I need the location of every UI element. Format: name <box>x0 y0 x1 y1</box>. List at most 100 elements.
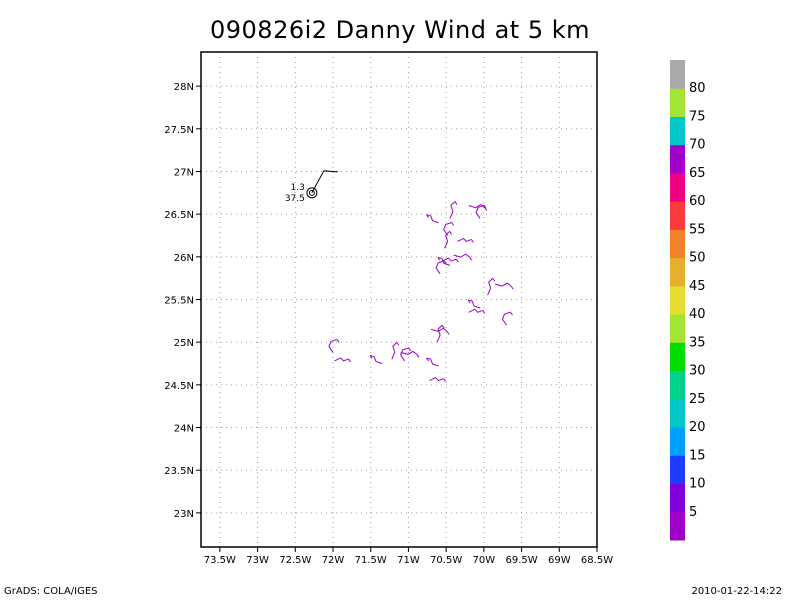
lon-tick-label: 69.5W <box>505 555 537 566</box>
lon-tick-label: 71W <box>397 555 420 566</box>
wind-barb-flag <box>396 341 400 346</box>
wind-barb-flag <box>467 299 471 304</box>
wind-barb-flag <box>451 222 455 226</box>
lat-tick-label: 25.5N <box>164 296 194 307</box>
wind-barb-flag <box>441 324 445 329</box>
map-title: 090826i2 Danny Wind at 5 km <box>210 16 590 44</box>
wind-barb-flag <box>455 258 459 263</box>
wind-barbs-layer <box>328 201 514 382</box>
wind-barb <box>467 299 481 309</box>
colorbar-label: 35 <box>689 335 706 350</box>
lat-tick-label: 25N <box>174 338 194 349</box>
colorbar-label: 75 <box>689 109 706 124</box>
wind-barb-flag <box>416 354 420 358</box>
wind-barb-flag <box>510 285 514 290</box>
wind-barb <box>391 341 398 360</box>
footer-credit: GrADS: COLA/IGES <box>4 586 98 597</box>
wind-barb <box>444 230 450 249</box>
colorbar-label: 65 <box>689 166 706 181</box>
wind-barb-flag <box>408 347 412 352</box>
lon-tick-label: 69W <box>548 555 571 566</box>
wind-barb-flag <box>443 378 446 382</box>
wind-barb-flag <box>454 201 458 205</box>
storm-center-outer-ring <box>306 187 318 199</box>
lon-tick-label: 73W <box>246 555 269 566</box>
colorbar-label: 15 <box>689 448 706 463</box>
wind-barb-flag <box>469 256 473 261</box>
wind-barb <box>435 260 445 275</box>
colorbar-label: 80 <box>689 81 706 96</box>
colorbar-segment <box>670 88 685 117</box>
colorbar-label: 55 <box>689 222 706 237</box>
lon-tick-label: 73.5W <box>204 555 236 566</box>
latitude-axis: 23N 23.5N 24N 24.5N 25N 25.5N 26N 26.5N 27N 27.5N… <box>164 82 201 520</box>
lat-tick-label: 23.5N <box>164 466 194 477</box>
lat-tick-label: 24.5N <box>164 381 194 392</box>
wind-barb <box>468 308 483 313</box>
storm-center-inner-ring <box>308 189 315 196</box>
colorbar-segment <box>670 314 685 343</box>
wind-barb-flag <box>492 277 496 282</box>
lat-tick-label: 27.5N <box>164 125 194 136</box>
colorbar-label: 70 <box>689 138 706 153</box>
colorbar-segment <box>670 144 685 174</box>
wind-barb-flag <box>471 239 474 243</box>
colorbar-label: 45 <box>689 279 706 294</box>
wind-barb <box>475 204 485 219</box>
wind-barb-flag <box>437 257 441 261</box>
colorbar-label: 60 <box>689 194 706 209</box>
colorbar-segment <box>670 483 685 513</box>
wind-barb <box>457 237 472 243</box>
colorbar-segment <box>670 172 685 202</box>
storm-motion-vector <box>311 170 338 194</box>
colorbar-segment <box>670 427 685 456</box>
wind-barb-flag <box>426 214 430 218</box>
wind-barb <box>449 201 456 219</box>
colorbar-segment <box>670 455 685 485</box>
wind-barb-flag <box>426 357 430 362</box>
colorbar-label: 10 <box>689 477 706 492</box>
colorbar-segment <box>670 398 685 428</box>
lon-tick-label: 72W <box>322 555 345 566</box>
wind-barb <box>501 311 511 326</box>
colorbar-label: 50 <box>689 251 706 266</box>
wind-barb-flag <box>348 358 351 363</box>
lat-tick-label: 28N <box>174 82 194 93</box>
wind-barb-flag <box>483 205 487 209</box>
wind-barb <box>429 376 444 382</box>
wind-barb <box>430 327 448 332</box>
wind-barb-flag <box>446 331 450 335</box>
colorbar-segment <box>670 116 685 146</box>
colorbar-label: 5 <box>689 505 697 520</box>
colorbar-label: 40 <box>689 307 706 322</box>
colorbar-segment <box>670 511 685 541</box>
colorbar-label: 30 <box>689 364 706 379</box>
lon-tick-label: 71.5W <box>355 555 387 566</box>
wind-barb <box>437 256 451 266</box>
wind-barb <box>443 222 452 236</box>
wind-barb-flag <box>510 311 513 316</box>
wind-barb <box>436 324 443 343</box>
colorbar-label: 25 <box>689 392 706 407</box>
wind-barb-flag <box>369 355 373 359</box>
map-grid <box>201 52 598 547</box>
wind-barb <box>369 355 383 364</box>
colorbar-segment <box>670 257 685 287</box>
lat-tick-label: 27N <box>174 167 194 178</box>
wind-barb <box>334 357 349 362</box>
wind-barb <box>400 347 409 362</box>
colorbar-segment <box>670 342 685 372</box>
colorbar-segment <box>670 285 685 315</box>
colorbar-label: 20 <box>689 420 706 435</box>
colorbar-segment <box>670 229 685 259</box>
storm-label-bottom: 37.5 <box>285 194 305 204</box>
storm-label-top: 1.3 <box>291 183 305 193</box>
colorbar-segment <box>670 201 685 230</box>
wind-barb <box>426 357 439 367</box>
wind-barb <box>328 338 338 353</box>
wind-barb <box>400 350 418 355</box>
lat-tick-label: 26N <box>174 253 194 264</box>
wind-barb <box>495 282 512 287</box>
lat-tick-label: 24N <box>174 424 194 435</box>
